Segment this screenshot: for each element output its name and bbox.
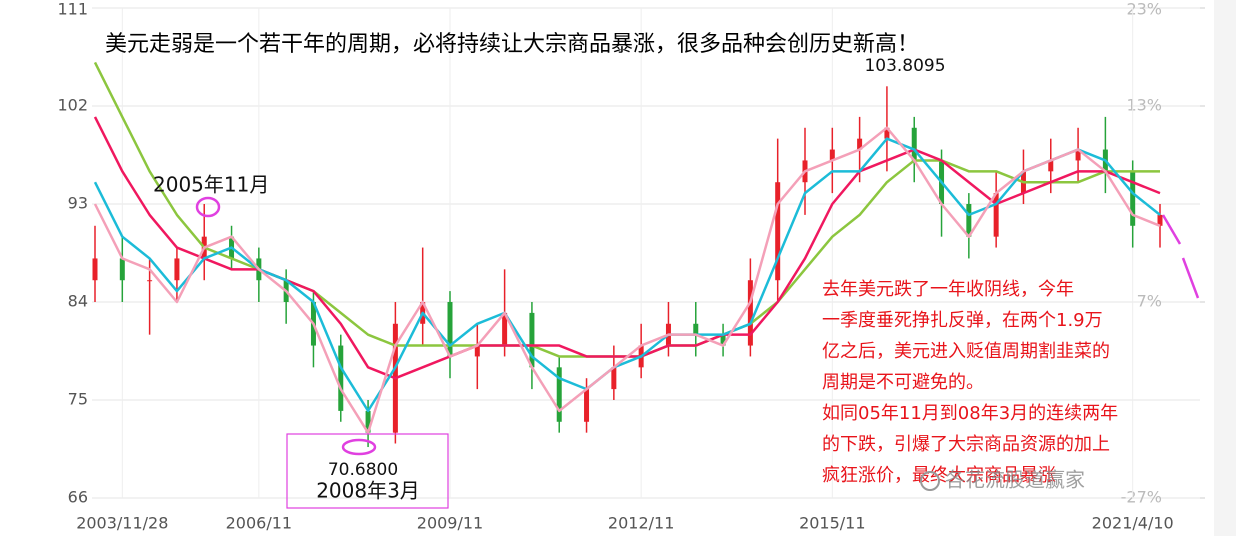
candle-body bbox=[1075, 149, 1081, 161]
candle-body bbox=[747, 280, 753, 346]
note-line: 亿之后，美元进入贬值周期割韭菜的 bbox=[822, 341, 1110, 362]
candle-body bbox=[174, 258, 180, 281]
candle-body bbox=[338, 345, 344, 411]
note-line: 周期是不可避免的。 bbox=[822, 372, 984, 393]
low-marker bbox=[341, 438, 377, 456]
candle-body bbox=[911, 127, 917, 161]
note-line: 的下跌，引爆了大宗商品资源的加上 bbox=[822, 434, 1110, 455]
moving-average bbox=[93, 137, 1161, 413]
candle-body bbox=[119, 258, 125, 281]
scrollbar bbox=[1214, 0, 1236, 536]
candle-body bbox=[447, 302, 453, 357]
note-line: 疯狂涨价，最终大宗商品暴涨 bbox=[822, 465, 1056, 486]
candle-body bbox=[693, 323, 699, 335]
watermark-icon bbox=[920, 471, 940, 491]
y2-tick-label: 13% bbox=[1126, 96, 1162, 115]
moving-average bbox=[93, 116, 1161, 380]
low-date: 2008年3月 bbox=[316, 479, 420, 503]
x-tick-label: 2003/11/28 bbox=[76, 514, 168, 533]
candle-body bbox=[1048, 160, 1054, 172]
y2-tick-label: 23% bbox=[1126, 0, 1162, 19]
candle-body bbox=[556, 367, 562, 422]
y-tick-label: 93 bbox=[68, 194, 88, 213]
x-tick-label: 2015/11 bbox=[799, 514, 865, 533]
y-tick-label: 111 bbox=[57, 0, 88, 19]
y-tick-label: 66 bbox=[68, 488, 88, 507]
candle-body bbox=[529, 312, 535, 368]
candle-body bbox=[720, 334, 726, 346]
high-label: 103.8095 bbox=[864, 56, 945, 76]
y-tick-label: 84 bbox=[68, 292, 88, 311]
note-line: 去年美元跌了一年收阴线，今年 bbox=[822, 279, 1074, 300]
candle-body bbox=[1130, 171, 1136, 226]
arrow bbox=[1161, 214, 1182, 245]
x-tick-label: 2009/11 bbox=[417, 514, 483, 533]
x-tick-label: 2012/11 bbox=[608, 514, 674, 533]
watermark: 各花流股道赢家 bbox=[945, 468, 1085, 492]
note-line: 如同05年11月到08年3月的连续两年 bbox=[822, 403, 1118, 424]
candle-body bbox=[584, 389, 590, 422]
candle-body bbox=[775, 182, 781, 281]
chart-title: 美元走弱是一个若干年的周期，必将持续让大宗商品暴涨，很多品种会创历史新高！ bbox=[105, 32, 919, 57]
y2-tick-label: 7% bbox=[1137, 292, 1162, 311]
arrow bbox=[1181, 257, 1200, 299]
candle-body bbox=[857, 138, 863, 150]
candle-body bbox=[1157, 214, 1163, 226]
candle-body bbox=[365, 410, 371, 433]
x-tick-label: 2006/11 bbox=[226, 514, 292, 533]
moving-average bbox=[93, 126, 1161, 434]
candle-body bbox=[474, 345, 480, 357]
x-tick-label: 2021/4/10 bbox=[1092, 514, 1174, 533]
candle-body bbox=[611, 367, 617, 390]
peak-date: 2005年11月 bbox=[153, 173, 269, 197]
candle-body bbox=[993, 193, 999, 237]
highlight-box bbox=[286, 433, 449, 509]
low-label: 70.6800 bbox=[328, 460, 398, 480]
candle-body bbox=[502, 312, 508, 346]
candle-body bbox=[966, 204, 972, 237]
candle-body bbox=[884, 127, 890, 139]
peak-marker bbox=[195, 196, 221, 218]
candle-body bbox=[829, 149, 835, 161]
y-tick-label: 102 bbox=[57, 96, 88, 115]
note-line: 一季度垂死挣扎反弹，在两个1.9万 bbox=[822, 310, 1103, 331]
candle-body bbox=[147, 280, 153, 282]
y2-tick-label: -27% bbox=[1121, 488, 1162, 507]
y-tick-label: 75 bbox=[68, 390, 88, 409]
candle-body bbox=[92, 258, 98, 281]
